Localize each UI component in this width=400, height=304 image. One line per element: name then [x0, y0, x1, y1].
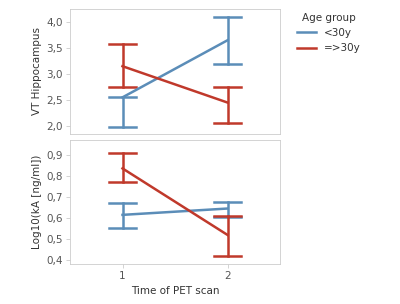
Y-axis label: VT Hippocampus: VT Hippocampus: [32, 27, 42, 116]
Y-axis label: Log10(kA [ng/ml]): Log10(kA [ng/ml]): [32, 155, 42, 249]
Legend: <30y, =>30y: <30y, =>30y: [296, 12, 362, 54]
X-axis label: Time of PET scan: Time of PET scan: [131, 285, 219, 295]
